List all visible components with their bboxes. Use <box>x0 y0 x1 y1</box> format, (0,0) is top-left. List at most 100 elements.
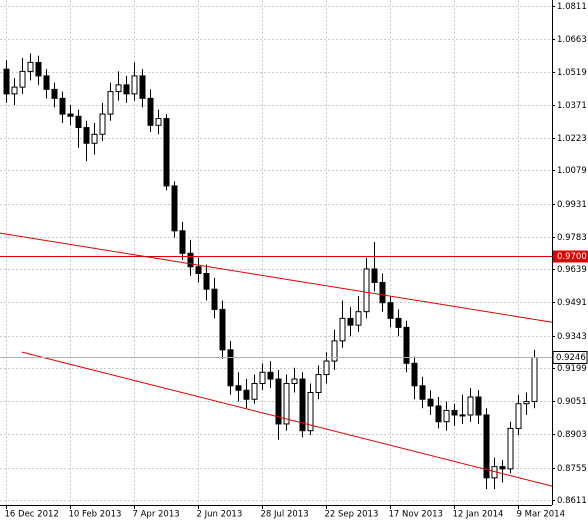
candle-body <box>443 409 450 423</box>
current-price-box <box>552 351 588 364</box>
candle-body <box>267 371 274 380</box>
trend-line <box>0 232 553 323</box>
candle-body <box>307 392 314 432</box>
candle-body <box>211 288 218 310</box>
y-tick-label: 1.0811 <box>557 2 587 12</box>
candle-body <box>323 360 330 376</box>
current-price-label: 0.9246 <box>556 353 586 363</box>
candle-body <box>283 383 290 425</box>
candle-body <box>459 414 466 417</box>
candle-body <box>339 317 346 342</box>
candle-body <box>499 466 506 470</box>
x-tick-label: 7 Apr 2013 <box>133 510 180 520</box>
candle-body <box>291 378 298 385</box>
candle-body <box>75 115 82 129</box>
candle-body <box>507 427 514 470</box>
candle-body <box>59 97 66 115</box>
candle-body <box>395 317 402 328</box>
y-tick-label: 1.0519 <box>557 68 587 78</box>
candle-body <box>419 385 426 400</box>
candle-body <box>11 86 18 95</box>
candle-body <box>355 311 362 326</box>
candle-body <box>155 118 162 126</box>
candle-body <box>315 374 322 394</box>
candle-body <box>67 113 74 117</box>
trend-line <box>21 351 553 487</box>
candle-body <box>147 97 154 126</box>
candle-body <box>3 68 10 95</box>
candle-body <box>467 396 474 416</box>
candle-body <box>139 75 146 99</box>
candle-body <box>299 378 306 432</box>
candle-body <box>427 398 434 407</box>
candle-body <box>475 396 482 416</box>
y-tick-label: 1.0371 <box>557 101 587 111</box>
candle-body <box>51 88 58 99</box>
axis-labels: 1.0811 1.0663 1.0519 1.0371 1.0223 1.0079 0.99… <box>5 2 588 520</box>
x-tick-label: 17 Nov 2013 <box>389 510 443 520</box>
x-tick-label: 16 Dec 2012 <box>5 510 59 520</box>
candle-body <box>451 409 458 416</box>
x-tick-label: 12 Jan 2014 <box>453 510 504 520</box>
candle-body <box>19 70 26 88</box>
candle-body <box>251 383 258 400</box>
candle-body <box>523 400 530 405</box>
y-tick-label: 0.9491 <box>557 298 587 308</box>
candle-body <box>331 340 338 362</box>
candle-body <box>179 230 186 254</box>
candle-body <box>115 84 122 93</box>
candle-body <box>435 405 442 423</box>
candle-body <box>99 113 106 135</box>
y-tick-label: 0.9639 <box>557 265 587 275</box>
y-tick-label: 1.0079 <box>557 166 587 176</box>
y-tick-label: 0.9783 <box>557 233 587 243</box>
candle-body <box>411 362 418 387</box>
candle-body <box>27 61 34 72</box>
candle-body <box>347 317 354 326</box>
candle-body <box>243 389 250 400</box>
candle-body <box>163 118 170 187</box>
candle-body <box>515 403 522 429</box>
candle-body <box>203 272 210 290</box>
y-tick-label: 0.9051 <box>557 397 587 407</box>
level-label: 0.9700 <box>557 252 587 262</box>
candle-body <box>403 326 410 364</box>
candle-body <box>227 349 234 387</box>
level-label-box <box>553 250 588 263</box>
y-tick-label: 0.8903 <box>557 430 587 440</box>
candle-body <box>35 61 42 77</box>
y-tick-label: 1.0223 <box>557 134 587 144</box>
candle-body <box>483 414 490 479</box>
x-tick-label: 28 Jul 2013 <box>261 510 309 520</box>
candle-body <box>531 356 538 402</box>
candle-body <box>371 268 378 283</box>
x-tick-label: 2 Jun 2013 <box>197 510 243 520</box>
x-tick-label: 9 Mar 2014 <box>517 510 565 520</box>
candle-body <box>363 268 370 313</box>
y-tick-label: 0.8755 <box>557 464 587 474</box>
candle-body <box>259 371 266 385</box>
candle-body <box>91 133 98 144</box>
y-tick-label: 0.9199 <box>557 364 587 374</box>
candle-body <box>235 385 242 391</box>
y-tick-label: 0.9931 <box>557 200 587 210</box>
plot <box>0 53 553 490</box>
y-tick-label: 0.9343 <box>557 332 587 342</box>
candle-body <box>387 302 394 319</box>
candle-body <box>275 378 282 425</box>
candle-body <box>107 91 114 115</box>
x-tick-label: 22 Sep 2013 <box>325 510 379 520</box>
candle-body <box>43 75 50 90</box>
candle-body <box>171 185 178 232</box>
candle-body <box>83 127 90 144</box>
candle-body <box>123 84 130 95</box>
candle-body <box>195 266 202 274</box>
candle-body <box>131 75 138 95</box>
y-tick-label: 1.0663 <box>557 35 587 45</box>
candle-body <box>219 308 226 351</box>
candle-body <box>379 281 386 304</box>
x-tick-label: 10 Feb 2013 <box>69 510 122 520</box>
